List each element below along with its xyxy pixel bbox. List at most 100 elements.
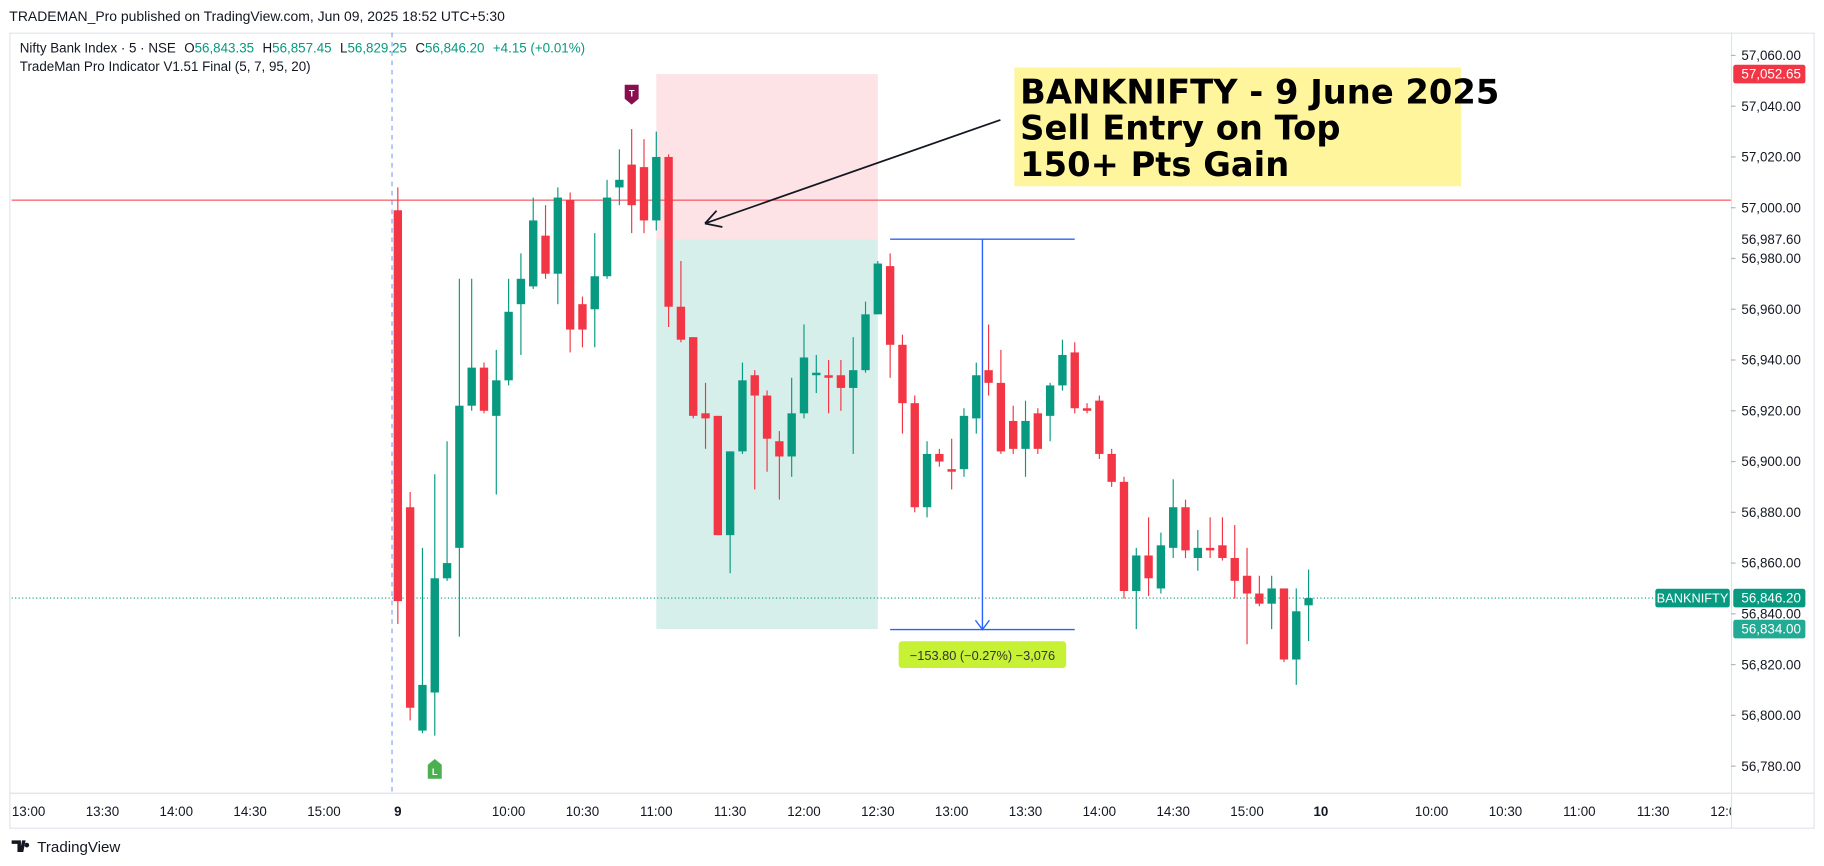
candle-body xyxy=(1193,547,1203,558)
candle-body xyxy=(750,375,759,396)
candle-body xyxy=(738,380,747,452)
candle-body xyxy=(565,200,575,330)
candle-body xyxy=(1082,408,1092,411)
candle-body xyxy=(824,375,833,378)
candle-body xyxy=(590,276,599,310)
annotation-line: 150+ Pts Gain xyxy=(1020,145,1289,184)
signal-marker-label: T xyxy=(629,88,635,98)
candle-body xyxy=(713,415,723,536)
y-tick-label: 56,980.00 xyxy=(1741,251,1800,266)
signal-marker-label: L xyxy=(432,767,438,777)
candle-body xyxy=(1292,611,1301,660)
annotation-line: Sell Entry on Top xyxy=(1020,109,1340,148)
candle-body xyxy=(873,263,883,315)
x-tick-label: 11:00 xyxy=(640,804,672,819)
candle-body xyxy=(492,380,501,416)
candle-body xyxy=(1267,588,1276,604)
candle-body xyxy=(1132,555,1141,591)
candle-body xyxy=(1107,453,1116,482)
ohlc-value: 56,857.45 xyxy=(272,40,331,55)
candle-body xyxy=(467,367,476,406)
candle-body xyxy=(1169,507,1178,548)
candle-body xyxy=(1181,507,1190,551)
candle-body xyxy=(762,395,772,439)
measure-label: −153.80 (−0.27%) −3,076 xyxy=(910,648,1055,663)
candle-body xyxy=(836,375,846,388)
x-tick-label: 13:00 xyxy=(12,804,45,819)
candle-body xyxy=(849,370,858,388)
plot-area: TL xyxy=(11,32,1731,792)
candle-body xyxy=(1230,557,1239,581)
annotation: BANKNIFTY - 9 June 2025 Sell Entry on To… xyxy=(704,67,1499,228)
candle-body xyxy=(1070,352,1079,409)
candle-body xyxy=(652,156,661,221)
candle-body xyxy=(1021,420,1030,449)
candle-body xyxy=(1033,413,1043,449)
stop-price-label: 57,052.65 xyxy=(1741,67,1800,82)
candle-body xyxy=(393,210,403,602)
candle-body xyxy=(1304,598,1313,606)
y-tick-label: 56,940.00 xyxy=(1741,353,1800,368)
candle-body xyxy=(639,167,649,221)
y-tick-label: 57,020.00 xyxy=(1741,150,1800,165)
candle-body xyxy=(812,372,821,376)
x-tick-label: 10:00 xyxy=(492,804,525,819)
ohlc-key: H xyxy=(262,40,272,55)
candle-body xyxy=(1279,588,1289,660)
entry-price-label-box xyxy=(1733,229,1806,249)
candle-body xyxy=(775,441,784,457)
candle-body xyxy=(1205,547,1215,551)
x-tick-label: 10:30 xyxy=(1489,804,1522,819)
x-tick-label: 14:30 xyxy=(1156,804,1189,819)
candle-body xyxy=(1058,354,1067,386)
footer: TradingView xyxy=(11,839,120,856)
candle-body xyxy=(418,684,427,731)
candle-body xyxy=(689,337,698,416)
measure-label-box xyxy=(898,641,1067,668)
symbol-tag-box xyxy=(1655,588,1730,608)
x-tick-label: 11:00 xyxy=(1563,804,1595,819)
candle-body xyxy=(910,403,919,508)
candle-body xyxy=(725,451,735,536)
change: +4.15 (+0.01%) xyxy=(493,40,585,55)
stop-price-label-box xyxy=(1733,64,1806,84)
candle-body xyxy=(1009,420,1018,449)
x-tick-label: 13:00 xyxy=(935,804,968,819)
candle-body xyxy=(1045,385,1055,416)
brand-logo xyxy=(11,840,30,853)
candle-body xyxy=(504,311,513,381)
x-tick-label: 12:30 xyxy=(861,804,894,819)
candle-body xyxy=(430,578,439,693)
ohlc-value: 56,846.20 xyxy=(425,40,484,55)
ohlc-key: L xyxy=(340,40,347,55)
stop-zone xyxy=(656,74,878,240)
x-tick-label: 14:00 xyxy=(1083,804,1116,819)
price-axis: 57,060.00 57,040.00 57,020.00 57,000.00 56,9… xyxy=(1730,48,1806,774)
candle-body xyxy=(1255,593,1264,604)
y-tick-label: 57,040.00 xyxy=(1741,99,1800,114)
candle-body xyxy=(1095,400,1104,454)
x-tick-label: 10 xyxy=(1313,804,1328,819)
candle-body xyxy=(578,304,587,330)
candle-body xyxy=(885,266,895,345)
last-price-label: 56,846.20 xyxy=(1741,591,1800,606)
y-tick-label: 56,820.00 xyxy=(1741,657,1800,672)
candle-body xyxy=(1218,545,1227,558)
annotation-arrow xyxy=(704,119,1001,228)
brand-name: TradingView xyxy=(37,839,120,856)
candle-body xyxy=(959,415,969,470)
candle-body xyxy=(529,220,538,287)
x-tick-label: 12:00 xyxy=(787,804,820,819)
candle-body xyxy=(615,179,624,188)
annotation-box xyxy=(1014,67,1462,187)
y-tick-label: 57,060.00 xyxy=(1741,48,1800,63)
symbol-tag: BANKNIFTY xyxy=(1657,591,1729,606)
candle-body xyxy=(1156,545,1166,589)
x-tick-label: 13:30 xyxy=(1009,804,1042,819)
x-tick-label: 9 xyxy=(394,804,401,819)
ohlc-value: 56,843.35 xyxy=(195,40,254,55)
x-tick-label: 10:30 xyxy=(566,804,599,819)
y-tick-label: 57,000.00 xyxy=(1741,200,1800,215)
